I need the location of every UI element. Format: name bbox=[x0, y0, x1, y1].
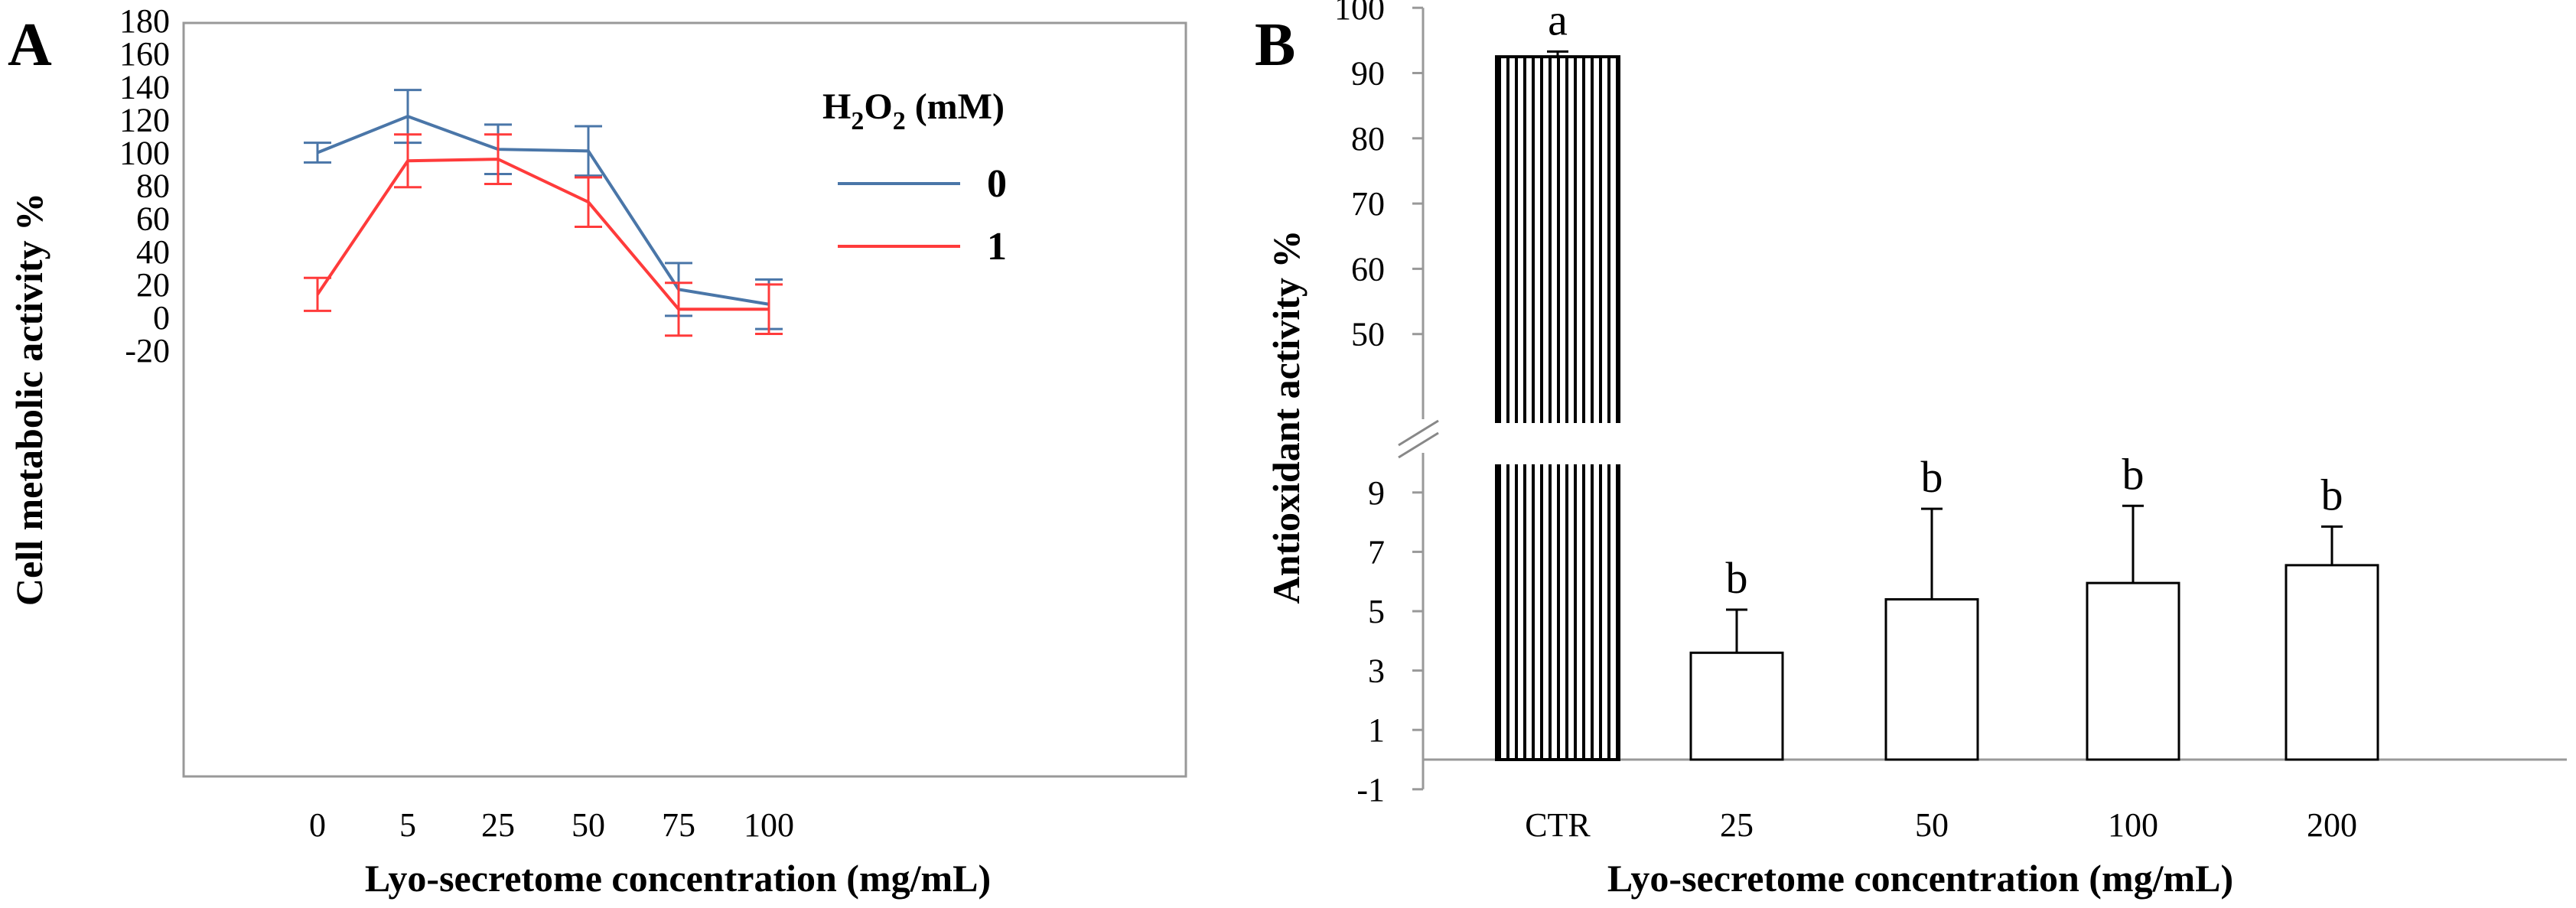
bar-50: b bbox=[1884, 452, 1979, 761]
x-tick-label: 5 bbox=[399, 806, 416, 844]
error-bar bbox=[394, 133, 422, 189]
series-line bbox=[316, 158, 769, 311]
x-tick-label: 50 bbox=[572, 806, 605, 844]
y-tick-label: 80 bbox=[136, 168, 170, 205]
panel-a-plot-frame bbox=[182, 21, 1187, 778]
bar-rect bbox=[2086, 581, 2180, 761]
panel-a-legend: H2O2 (mM) 0 1 bbox=[822, 86, 1007, 268]
y-tick-label: -20 bbox=[125, 332, 170, 369]
significance-label: b bbox=[2122, 449, 2144, 499]
significance-label: b bbox=[1726, 553, 1748, 603]
y-tick-label: 180 bbox=[119, 2, 170, 40]
panel-a-y-axis-title: Cell metabolic activity % bbox=[8, 193, 50, 606]
bar-200: b bbox=[2285, 470, 2379, 761]
y-tick-label: 120 bbox=[119, 101, 170, 138]
panel-b-y-ticks: 50 60 70 80 90 100 -1 1 3 5 7 9 bbox=[1334, 0, 1423, 809]
error-bar bbox=[2122, 504, 2144, 584]
y-tick-label: 160 bbox=[119, 35, 170, 73]
x-tick-label: 100 bbox=[2108, 806, 2158, 844]
y-tick-label: 80 bbox=[1351, 120, 1385, 158]
error-bar bbox=[304, 142, 331, 164]
panel-b-bars: a b b b b bbox=[1493, 0, 2379, 761]
panel-a-series bbox=[304, 89, 783, 337]
y-tick-label: 60 bbox=[136, 200, 170, 238]
error-bar bbox=[484, 133, 512, 185]
legend-label-series-1: 1 bbox=[987, 225, 1007, 268]
panel-b-letter: B bbox=[1255, 11, 1295, 79]
y-tick-label: 1 bbox=[1368, 711, 1385, 749]
panel-b: B 50 60 70 80 90 100 -1 1 3 5 7 9 a b b b b CTR 25 50 100 2… bbox=[1255, 0, 2567, 900]
y-tick-label: 140 bbox=[119, 68, 170, 106]
error-bar bbox=[2321, 525, 2343, 565]
bar-100: b bbox=[2086, 449, 2180, 761]
bar-25: b bbox=[1689, 553, 1784, 761]
x-tick-label: 75 bbox=[662, 806, 695, 844]
x-tick-label: 0 bbox=[309, 806, 326, 844]
error-bar bbox=[1921, 507, 1943, 600]
panel-b-x-ticks: CTR 25 50 100 200 bbox=[1525, 806, 2357, 844]
legend-label-series-0: 0 bbox=[987, 162, 1007, 206]
y-tick-label: 9 bbox=[1368, 474, 1385, 512]
axis-break-marks bbox=[1398, 419, 1439, 459]
legend-title: H2O2 (mM) bbox=[822, 86, 1005, 135]
error-bar bbox=[665, 282, 692, 337]
panel-a-x-axis-title: Lyo-secretome concentration (mg/mL) bbox=[365, 857, 991, 900]
y-tick-label: -1 bbox=[1356, 771, 1385, 809]
y-tick-label: 40 bbox=[136, 233, 170, 271]
bar-rect-lower bbox=[1495, 461, 1620, 761]
y-tick-label: 7 bbox=[1368, 533, 1385, 571]
panel-a-x-ticks: 0 5 25 50 75 100 bbox=[309, 806, 794, 844]
y-tick-label: 90 bbox=[1351, 55, 1385, 93]
error-bar bbox=[1547, 50, 1568, 57]
y-tick-label: 70 bbox=[1351, 185, 1385, 223]
x-tick-label: 25 bbox=[481, 806, 515, 844]
y-tick-label: 100 bbox=[119, 135, 170, 172]
significance-label: b bbox=[2321, 470, 2343, 519]
y-tick-label: 0 bbox=[153, 299, 170, 337]
x-tick-label: 100 bbox=[744, 806, 794, 844]
panel-b-x-axis-title: Lyo-secretome concentration (mg/mL) bbox=[1607, 857, 2233, 900]
bar-CTR: a bbox=[1493, 0, 1622, 761]
bar-rect bbox=[2285, 564, 2379, 761]
panel-b-y-axis-title: Antioxidant activity % bbox=[1265, 230, 1308, 604]
y-tick-label: 50 bbox=[1351, 316, 1385, 353]
bar-rect bbox=[1884, 597, 1979, 761]
error-bar bbox=[1726, 608, 1747, 653]
panel-a-letter: A bbox=[8, 11, 52, 79]
y-tick-label: 60 bbox=[1351, 250, 1385, 288]
series-1 bbox=[304, 133, 783, 337]
x-tick-label: 50 bbox=[1915, 806, 1949, 844]
x-tick-label: 25 bbox=[1720, 806, 1754, 844]
series-line bbox=[317, 114, 770, 306]
y-tick-label: 3 bbox=[1368, 653, 1385, 690]
error-bar bbox=[575, 125, 602, 177]
error-bar bbox=[755, 283, 783, 336]
significance-label: a bbox=[1548, 0, 1568, 44]
significance-label: b bbox=[1921, 452, 1943, 502]
y-tick-label: 5 bbox=[1368, 593, 1385, 630]
bar-rect-upper bbox=[1495, 55, 1620, 428]
y-tick-label: 20 bbox=[136, 266, 170, 304]
error-bar bbox=[575, 176, 602, 228]
x-tick-label: CTR bbox=[1525, 806, 1591, 844]
x-tick-label: 200 bbox=[2307, 806, 2357, 844]
bar-rect bbox=[1689, 651, 1784, 761]
error-bar bbox=[304, 276, 331, 312]
y-tick-label: 100 bbox=[1334, 0, 1385, 27]
